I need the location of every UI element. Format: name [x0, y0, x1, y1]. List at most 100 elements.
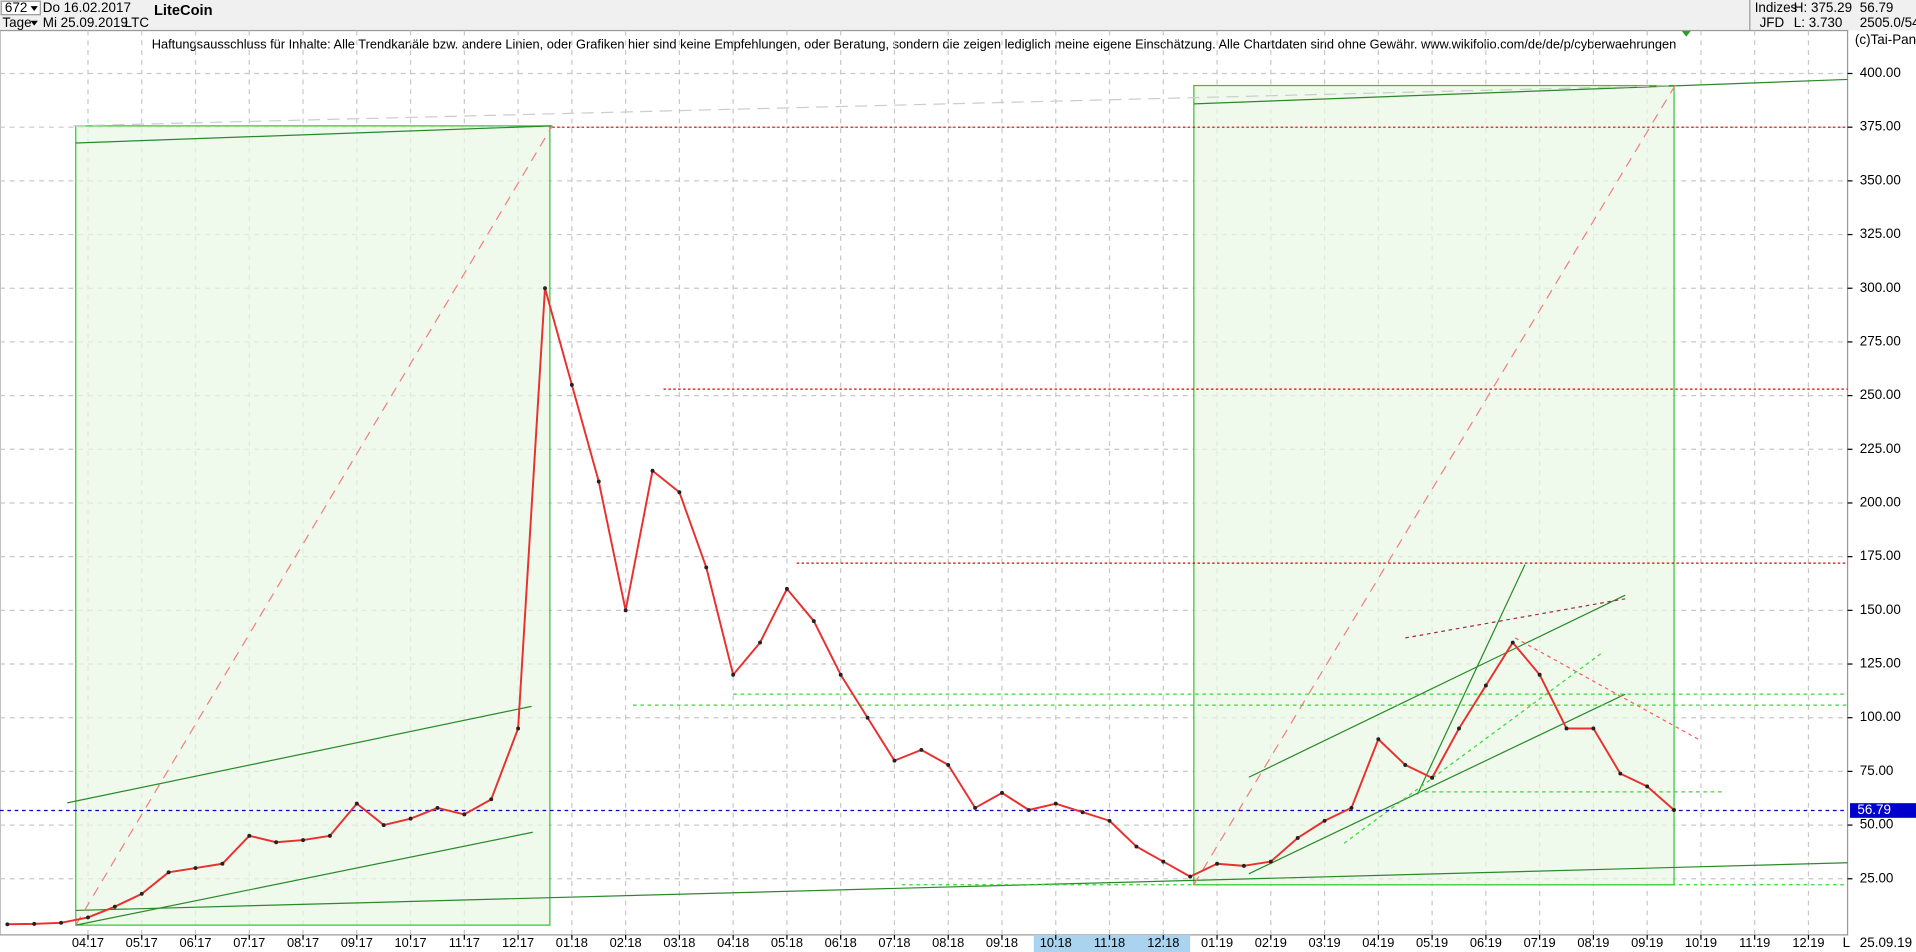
x-tick-label: 06.19	[1470, 935, 1502, 950]
x-tick-label: 03.19	[1309, 935, 1341, 950]
trend-line	[1416, 564, 1526, 795]
scale-mode[interactable]: L	[1843, 935, 1851, 950]
bars-count[interactable]: 672	[5, 0, 27, 15]
trend-line	[1193, 78, 1848, 105]
period[interactable]: Tage	[2, 15, 31, 30]
price-point	[86, 915, 90, 920]
trend-line	[67, 705, 532, 804]
y-tick-label: 25.00	[1860, 870, 1894, 885]
trend-line	[75, 831, 533, 926]
dropdown-arrow[interactable]	[30, 20, 38, 26]
y-tick-label: 250.00	[1860, 387, 1901, 402]
price-point	[1134, 844, 1139, 849]
x-tick-label: 11.19	[1739, 935, 1770, 950]
x-tick-label: 12.18	[1147, 935, 1179, 950]
trend-line	[1343, 653, 1602, 844]
bars-box[interactable]	[0, 0, 41, 16]
y-tick-label: 325.00	[1860, 226, 1901, 241]
x-tick-label: 02.19	[1255, 935, 1287, 950]
price-point	[596, 479, 601, 484]
price-point	[59, 920, 64, 925]
high: H: 375.29	[1794, 0, 1852, 15]
price-point	[220, 861, 225, 866]
x-tick-label: 10.19	[1685, 935, 1717, 950]
x-tick-label: 05.19	[1416, 935, 1448, 950]
price-point	[354, 801, 359, 806]
price-point	[704, 565, 709, 570]
y-tick-label: 300.00	[1860, 280, 1901, 295]
price-point	[408, 816, 413, 821]
price-point	[1188, 874, 1193, 879]
x-tick-label: 12.17	[502, 935, 534, 950]
price-point	[435, 805, 440, 810]
price-point	[247, 833, 252, 838]
y-tick-label: 175.00	[1860, 548, 1901, 563]
x-tick-label: 08.18	[932, 935, 964, 950]
price-point	[623, 608, 628, 613]
x-tick-label: 09.17	[341, 935, 373, 950]
x-tick-label: 09.19	[1631, 935, 1663, 950]
price-point	[1268, 859, 1273, 864]
price-point	[946, 762, 951, 767]
price-point	[1537, 672, 1542, 677]
price-point	[677, 490, 682, 495]
x-tick-label: 04.17	[72, 935, 104, 950]
fan-line	[1193, 82, 1678, 886]
trend-line	[75, 125, 553, 144]
price-point	[1564, 726, 1569, 731]
price-point	[462, 812, 467, 817]
axis-end-date: 25.09.19	[1860, 935, 1912, 950]
price-point	[1107, 818, 1112, 823]
plot-frame	[0, 29, 1849, 936]
price-point	[1457, 726, 1461, 731]
x-tick-label: 08.19	[1577, 935, 1609, 950]
y-tick-label: 150.00	[1860, 602, 1901, 617]
copyright: (c)Tai-Pan	[1855, 32, 1916, 47]
y-tick-label: 375.00	[1860, 119, 1901, 134]
x-tick-label: 12.19	[1792, 935, 1824, 950]
y-tick-label: 225.00	[1860, 441, 1901, 456]
volume: 2505.0/54	[1860, 15, 1916, 30]
x-tick-label: 10.18	[1040, 935, 1072, 950]
price-point	[1510, 640, 1515, 645]
price-point	[274, 840, 279, 845]
price-point	[919, 747, 924, 752]
price-point	[811, 619, 816, 624]
trend-line	[1514, 637, 1699, 740]
x-tick-label: 11.17	[449, 935, 480, 950]
y-tick-label: 275.00	[1860, 333, 1901, 348]
price-point	[327, 833, 332, 838]
y-tick-label: 75.00	[1860, 763, 1894, 778]
price-point	[1672, 808, 1677, 813]
x-tick-label: 07.19	[1524, 935, 1556, 950]
price-point	[1215, 861, 1220, 866]
x-tick-label: 02.18	[610, 935, 642, 950]
price-point	[1000, 790, 1004, 795]
end-date: Mi 25.09.2019	[43, 15, 128, 30]
price-point	[516, 726, 521, 731]
x-tick-label: 01.19	[1201, 935, 1233, 950]
price-point	[381, 823, 386, 828]
x-tick-label: 10.17	[395, 935, 427, 950]
trend-line	[1405, 598, 1626, 639]
price-point	[784, 586, 789, 591]
last-price-box	[1850, 803, 1916, 818]
price-point	[489, 797, 494, 802]
symbol: LTC	[125, 15, 150, 30]
price-point	[838, 672, 843, 677]
header-bar	[0, 0, 1916, 31]
price-point	[301, 838, 305, 843]
y-tick-label: 400.00	[1860, 65, 1901, 80]
dropdown-arrow[interactable]	[30, 6, 38, 11]
price-point	[543, 286, 547, 291]
price-point	[1430, 775, 1435, 780]
market: Indizes	[1755, 0, 1798, 15]
last-price-label: 56.79	[1857, 802, 1891, 817]
marker	[1681, 30, 1692, 37]
price-point	[32, 921, 37, 926]
x-tick-label: 07.17	[233, 935, 265, 950]
price-point	[1376, 737, 1381, 742]
broker: JFD	[1760, 15, 1785, 30]
